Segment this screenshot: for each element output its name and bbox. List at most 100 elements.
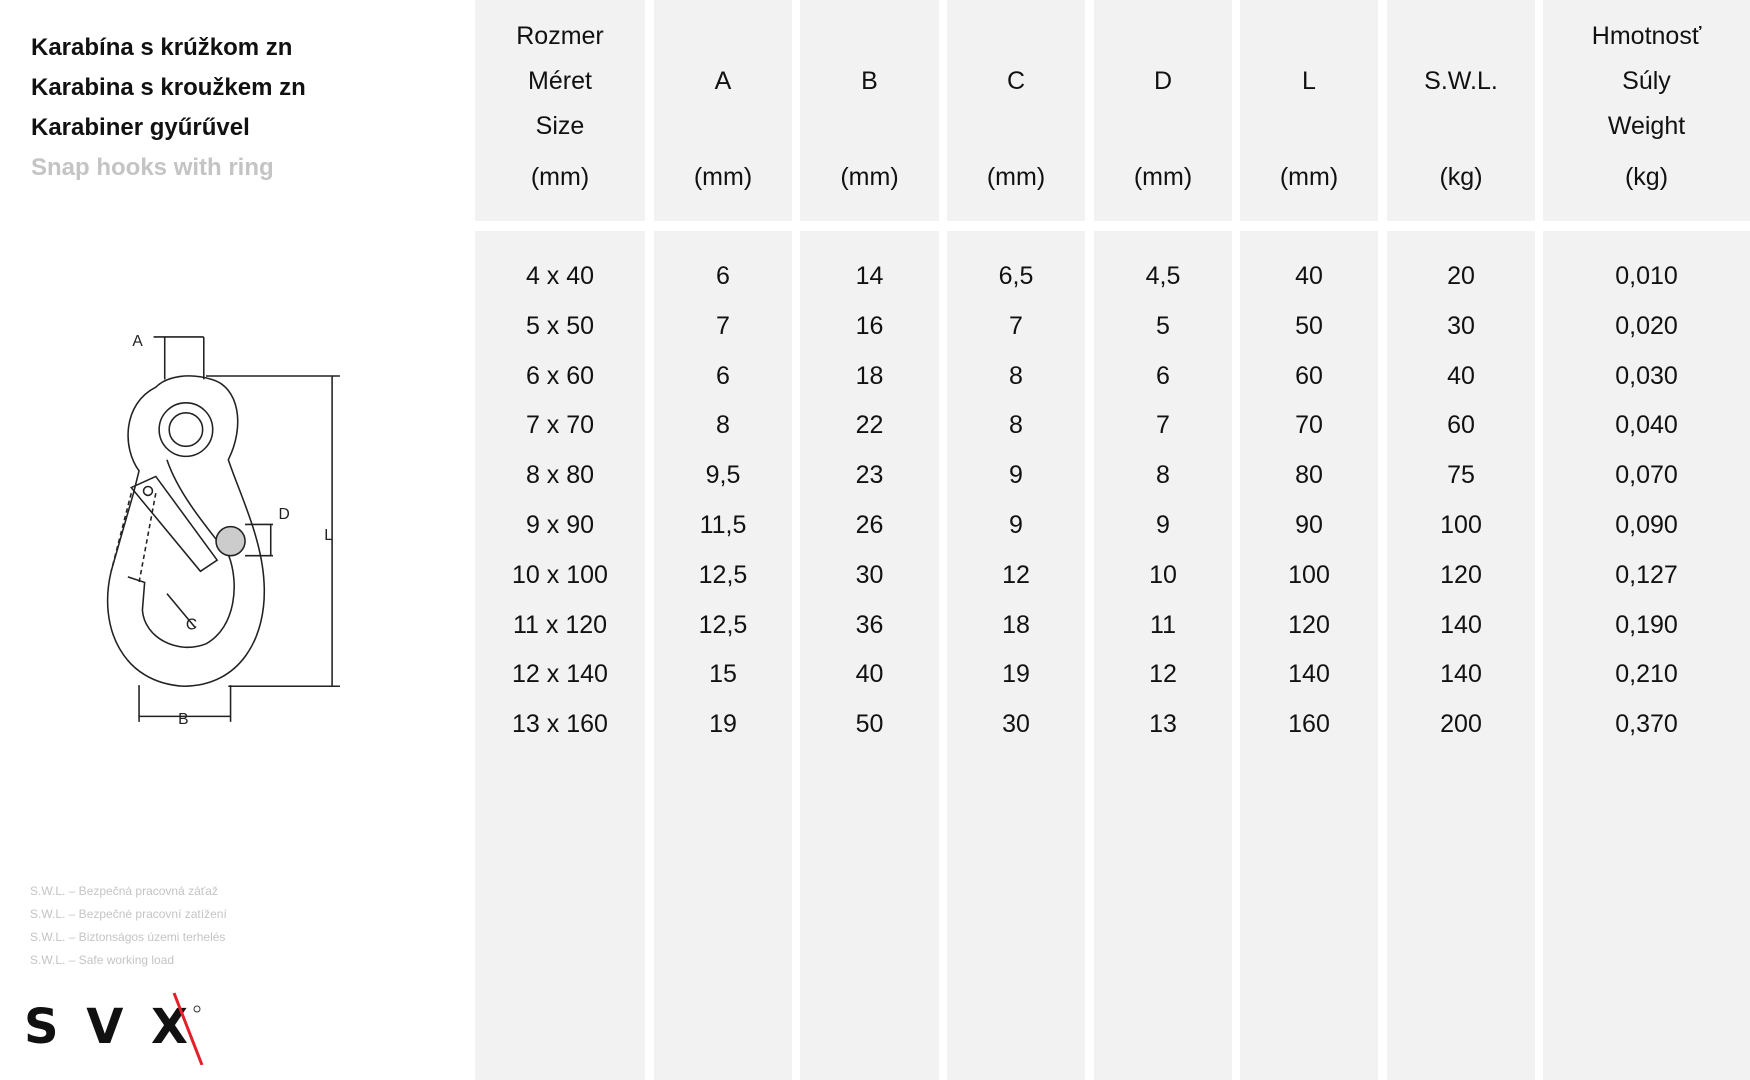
column-2: B (mm) 14 16 18 22 23 26 30 36 40 50 — [800, 0, 939, 1080]
title-sk: Karabína s krúžkom zn — [31, 34, 293, 61]
table-cell: 0,010 — [1615, 262, 1678, 290]
table-cell: 160 — [1288, 710, 1330, 739]
column-header: B (mm) — [800, 0, 939, 221]
table-cell: 10 x 100 — [512, 560, 608, 589]
table-cell: 70 — [1295, 411, 1323, 440]
title-cz: Karabina s kroužkem zn — [31, 74, 306, 101]
table-cell: 26 — [855, 511, 884, 539]
table-cell: 8 — [1156, 461, 1170, 490]
svx-logo: SVX — [24, 992, 204, 1065]
header-line: Méret — [528, 67, 592, 95]
note: S.W.L. – Safe working load — [30, 953, 175, 967]
table-cell: 40 — [1295, 262, 1323, 290]
swl-notes: S.W.L. – Bezpečná pracovná záťaž S.W.L. … — [30, 880, 227, 972]
header-line: A — [714, 67, 732, 95]
table-cell: 4,5 — [1145, 262, 1181, 290]
header-line: Hmotnosť — [1591, 22, 1702, 50]
header-line: Rozmer — [516, 22, 604, 50]
table-cell: 140 — [1288, 660, 1330, 689]
table-cell: 90 — [1295, 511, 1323, 539]
table-cell: 200 — [1440, 710, 1482, 739]
table-cell: 7 x 70 — [525, 411, 595, 440]
table-cell: 40 — [1447, 361, 1475, 390]
table-cell: 0,190 — [1615, 610, 1678, 639]
label-d: D — [279, 506, 290, 523]
table-cell: 19 — [1002, 660, 1030, 689]
table-cell: 11,5 — [699, 511, 747, 539]
table-cell: 7 — [716, 311, 730, 340]
column-0: Rozmer Méret Size (mm) 4 x 40 5 x 50 6 x 60 7 x… — [475, 0, 645, 1080]
table-cell: 6 — [716, 361, 730, 390]
column-3: C (mm) 6,5 7 8 8 9 9 12 18 19 30 — [947, 0, 1085, 1080]
table-cell: 9 — [1156, 511, 1170, 539]
table-cell: 14 — [855, 262, 884, 290]
snap-hook-diagram: A D L C B — [106, 333, 340, 728]
column-1: A (mm) 6 7 6 8 9,5 11,5 12,5 12,5 15 19 — [654, 0, 792, 1080]
table-cell: 6 — [716, 262, 730, 290]
table-cell: 12 — [1149, 660, 1177, 689]
header-separator — [475, 221, 1750, 231]
column-header: S.W.L. (kg) — [1387, 0, 1535, 221]
table-cell: 5 — [1156, 311, 1170, 340]
column-4: D (mm) 4,5 5 6 7 8 9 10 11 12 13 — [1094, 0, 1232, 1080]
table-cell: 5 x 50 — [525, 311, 595, 340]
header-line: Weight — [1607, 112, 1686, 140]
table-cell: 13 x 160 — [512, 710, 608, 739]
table-cell: 6,5 — [998, 262, 1034, 290]
table-cell: 11 — [1150, 610, 1176, 639]
title-hu: Karabiner gyűrűvel — [31, 114, 250, 141]
table-cell: 0,040 — [1615, 411, 1678, 440]
column-header: C (mm) — [947, 0, 1085, 221]
table-cell: 4 x 40 — [525, 262, 595, 290]
table-cell: 12 — [1002, 560, 1030, 589]
table-cell: 36 — [855, 610, 884, 639]
label-l: L — [324, 527, 333, 544]
logo-slash — [172, 992, 204, 1065]
table-cell: 18 — [855, 361, 884, 390]
column-header: D (mm) — [1094, 0, 1232, 221]
table-cell: 0,070 — [1615, 461, 1678, 490]
table-cell: 100 — [1288, 560, 1330, 589]
table-cell: 0,210 — [1615, 660, 1678, 689]
table-cell: 60 — [1447, 411, 1475, 440]
column-6: S.W.L. (kg) 20 30 40 60 75 100 120 140 140 200 — [1387, 0, 1535, 1080]
table-cell: 22 — [855, 411, 884, 440]
product-titles: Karabína s krúžkom zn Karabina s kroužke… — [31, 28, 306, 188]
header-line: B — [861, 67, 878, 95]
table-cell: 0,090 — [1615, 511, 1678, 539]
table-cell: 50 — [855, 710, 884, 739]
table-cell: 9,5 — [705, 461, 741, 490]
title-en: Snap hooks with ring — [31, 154, 274, 181]
table-cell: 12 x 140 — [512, 660, 608, 689]
table-cell: 19 — [709, 710, 737, 739]
table-cell: 9 — [1009, 511, 1023, 539]
table-cell: 18 — [1002, 610, 1030, 639]
table-cell: 11 x 120 — [512, 610, 608, 639]
header-unit: (mm) — [1279, 163, 1339, 191]
table-cell: 20 — [1447, 262, 1475, 290]
column-header: Hmotnosť Súly Weight (kg) — [1543, 0, 1750, 221]
table-cell: 15 — [709, 660, 737, 689]
header-line: D — [1153, 67, 1173, 95]
header-unit: (kg) — [1624, 163, 1669, 191]
header-unit: (mm) — [986, 163, 1046, 191]
label-b: B — [178, 711, 188, 728]
table-cell: 9 — [1009, 461, 1023, 490]
table-cell: 10 — [1149, 560, 1177, 589]
table-cell: 0,030 — [1615, 361, 1678, 390]
table-cell: 16 — [855, 311, 884, 340]
table-cell: 140 — [1440, 660, 1482, 689]
column-5: L (mm) 40 50 60 70 80 90 100 120 140 160 — [1240, 0, 1378, 1080]
header-line: Size — [535, 112, 585, 140]
header-unit: (kg) — [1439, 163, 1483, 191]
table-cell: 30 — [855, 560, 884, 589]
table-cell: 8 x 80 — [525, 461, 595, 490]
note: S.W.L. – Bezpečné pracovní zatížení — [30, 907, 227, 921]
table-cell: 50 — [1295, 311, 1323, 340]
table-cell: 8 — [1009, 411, 1023, 440]
table-cell: 140 — [1440, 610, 1482, 639]
table-cell: 7 — [1009, 311, 1023, 340]
note: S.W.L. – Biztonságos územi terhelés — [30, 930, 226, 944]
column-header: Rozmer Méret Size (mm) — [475, 0, 645, 221]
table-cell: 60 — [1295, 361, 1323, 390]
